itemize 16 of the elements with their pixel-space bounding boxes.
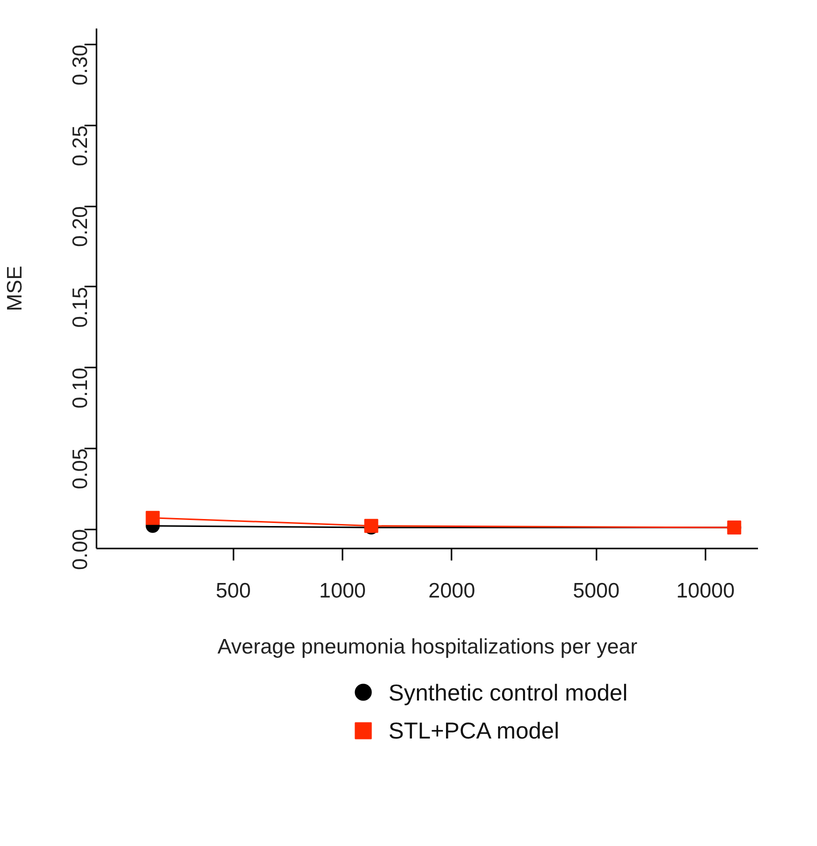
legend-label: STL+PCA model <box>388 718 560 744</box>
x-tick-label: 500 <box>216 580 251 602</box>
y-tick-label: 0.15 <box>69 286 92 328</box>
y-axis-title: MSE <box>4 266 26 312</box>
y-tick-label: 0.20 <box>69 206 92 248</box>
y-tick-label: 0.10 <box>69 368 92 409</box>
x-tick-label: 1000 <box>319 580 366 602</box>
x-tick-label: 2000 <box>428 580 476 602</box>
x-tick-label: 10000 <box>676 580 735 602</box>
x-tick-label: 5000 <box>572 580 620 602</box>
y-tick-label: 0.00 <box>69 529 92 570</box>
x-axis-title: Average pneumonia hospitalizations per year <box>218 636 638 658</box>
y-tick-label: 0.25 <box>69 125 92 166</box>
y-tick-label: 0.30 <box>69 44 92 86</box>
legend-label: Synthetic control model <box>388 679 628 706</box>
y-tick-label: 0.05 <box>69 448 92 490</box>
